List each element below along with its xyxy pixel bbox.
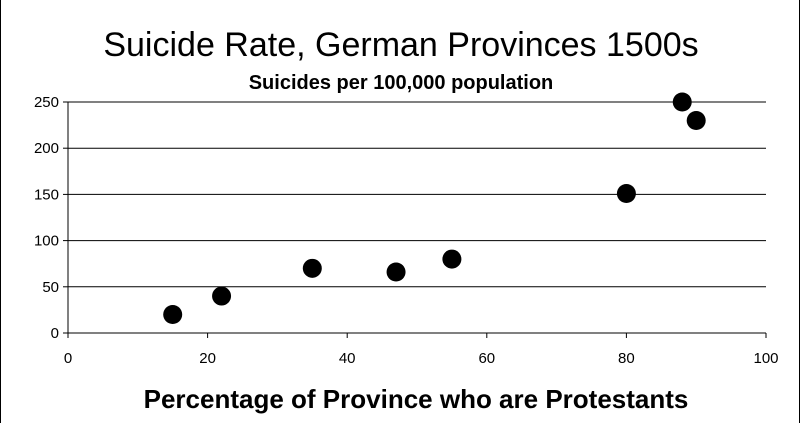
data-point <box>616 183 636 203</box>
x-tick-label: 40 <box>339 350 356 367</box>
y-tick-label: 250 <box>34 94 59 111</box>
x-tick-label: 60 <box>478 350 495 367</box>
x-tick-label: 0 <box>64 350 72 367</box>
y-tick-label: 0 <box>51 325 59 342</box>
data-point <box>163 305 183 325</box>
data-point <box>442 249 462 269</box>
x-tick-label: 100 <box>753 350 778 367</box>
chart-title: Suicide Rate, German Provinces 1500s <box>103 26 699 64</box>
data-point <box>212 286 232 306</box>
y-axis-ticks: 0 50 100 150 200 250 <box>34 94 68 342</box>
x-axis-label: Percentage of Province who are Protestan… <box>143 384 689 414</box>
x-axis-ticks: 0 20 40 60 80 100 <box>64 333 779 367</box>
data-point <box>672 92 692 112</box>
x-tick-label: 80 <box>618 350 635 367</box>
data-points <box>163 92 706 325</box>
chart-subtitle: Suicides per 100,000 population <box>248 72 554 94</box>
gridlines <box>68 101 766 288</box>
y-tick-label: 200 <box>34 140 59 157</box>
data-point <box>302 258 322 278</box>
y-tick-label: 100 <box>34 233 59 250</box>
y-tick-label: 50 <box>42 279 59 296</box>
data-point <box>386 262 406 282</box>
y-tick-label: 150 <box>34 186 59 203</box>
data-point <box>686 110 706 130</box>
x-tick-label: 20 <box>199 350 216 367</box>
